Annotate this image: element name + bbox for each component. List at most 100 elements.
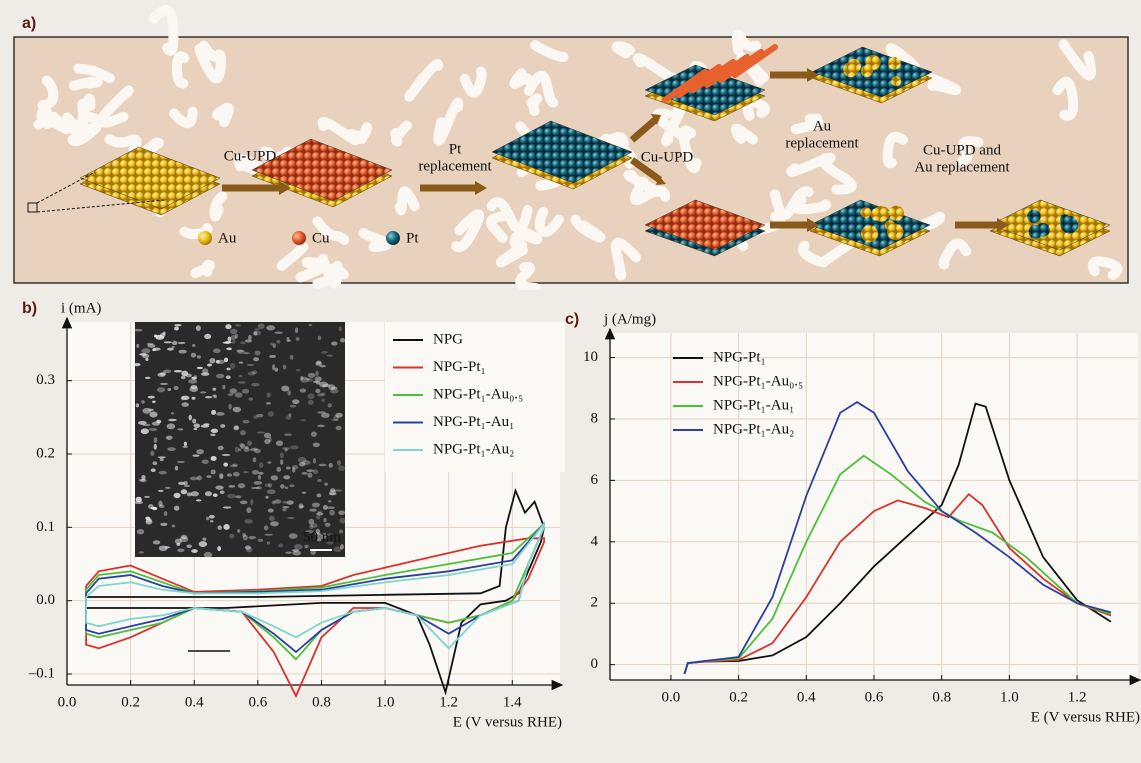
inset-pore	[296, 369, 301, 371]
inset-pore	[174, 326, 179, 330]
inset-pore	[318, 336, 321, 341]
inset-pore	[283, 501, 287, 504]
inset-pore	[321, 351, 327, 354]
inset-pore	[141, 400, 145, 403]
island	[843, 62, 858, 77]
inset-pore	[151, 468, 156, 472]
inset-pore	[226, 347, 232, 350]
inset-pore	[325, 523, 331, 527]
inset-pore	[171, 346, 174, 348]
inset-pore	[219, 473, 223, 479]
inset-pore	[164, 546, 170, 548]
pore	[531, 98, 537, 111]
inset-pore	[328, 493, 336, 496]
inset-pore	[253, 331, 261, 336]
x-tick-label: 0.6	[865, 689, 884, 705]
inset-pore	[336, 426, 342, 430]
inset-pore	[237, 529, 240, 533]
inset-pore	[270, 521, 279, 526]
inset-pore	[253, 357, 259, 361]
inset-pore	[150, 451, 154, 456]
inset-pore	[238, 381, 246, 384]
inset-pore	[188, 379, 197, 384]
y-axis-label: i (mA)	[61, 300, 101, 316]
inset-pore	[206, 517, 209, 521]
inset-pore	[149, 428, 157, 431]
inset-pore	[177, 461, 185, 463]
inset-pore	[179, 350, 187, 354]
inset-pore	[317, 425, 325, 427]
schematic-panel: a) Cu-UPDPtreplacementCu-UPDAureplacemen…	[14, 10, 1128, 288]
inset-pore	[168, 419, 177, 421]
inset-pore	[274, 332, 283, 334]
inset-pore	[269, 355, 276, 358]
inset-pore	[206, 475, 211, 478]
inset-pore	[178, 482, 185, 485]
island	[889, 206, 904, 221]
inset-pore	[235, 495, 241, 498]
inset-pore	[224, 358, 228, 363]
inset-pore	[196, 449, 204, 454]
inset-pore	[294, 544, 303, 549]
inset-pore	[237, 350, 245, 354]
inset-pore	[211, 469, 216, 474]
inset-pore	[167, 388, 171, 391]
step-label: Au replacement	[914, 159, 1010, 175]
inset-pore	[148, 409, 154, 411]
inset-pore	[247, 440, 252, 445]
legend-label: Cu	[312, 230, 330, 246]
inset-pore	[276, 340, 280, 344]
inset-pore	[215, 486, 223, 490]
inset-pore	[317, 493, 322, 497]
inset-pore	[191, 491, 199, 496]
legend-atom	[292, 231, 306, 245]
inset-pore	[308, 519, 314, 525]
inset-pore	[222, 454, 231, 456]
inset-pore	[181, 489, 187, 494]
inset-pore	[157, 387, 165, 392]
inset-pore	[230, 363, 235, 369]
inset-pore	[308, 400, 314, 405]
inset-pore	[202, 459, 209, 464]
panel-label: a)	[22, 15, 36, 32]
inset-pore	[312, 503, 320, 508]
inset-pore	[288, 413, 291, 416]
inset-pore	[334, 415, 339, 421]
x-tick-label: 1.0	[376, 694, 395, 710]
inset-pore	[337, 460, 341, 466]
inset-pore	[258, 472, 263, 475]
inset-pore	[301, 472, 307, 475]
legend-label: NPG-Pt₁	[713, 349, 766, 365]
inset-pore	[220, 424, 225, 428]
inset-pore	[197, 476, 202, 481]
inset-pore	[248, 398, 253, 401]
inset-pore	[313, 443, 320, 448]
inset-pore	[318, 464, 326, 466]
inset-pore	[204, 552, 213, 558]
inset-pore	[192, 344, 195, 347]
inset-pore	[152, 461, 157, 465]
inset-pore	[230, 388, 237, 393]
inset-pore	[308, 324, 312, 326]
inset-pore	[227, 494, 236, 499]
inset-pore	[283, 365, 286, 370]
inset-pore	[258, 475, 261, 480]
inset-pore	[210, 520, 214, 522]
inset-pore	[164, 511, 168, 516]
inset-pore	[231, 340, 235, 344]
inset-pore	[145, 358, 148, 361]
inset-pore	[196, 325, 201, 331]
inset-pore	[316, 515, 320, 520]
inset-pore	[141, 348, 150, 353]
inset-pore	[239, 361, 243, 363]
inset-pore	[234, 425, 239, 429]
y-tick-label: 0.1	[36, 519, 55, 535]
inset-pore	[306, 469, 313, 472]
inset-pore	[248, 372, 256, 376]
inset-pore	[287, 390, 291, 396]
inset-pore	[264, 534, 273, 536]
inset-pore	[228, 485, 235, 488]
inset-pore	[136, 344, 139, 348]
inset-pore	[167, 423, 176, 429]
legend-label: NPG-Pt₁-Au₀.₅	[433, 386, 523, 402]
